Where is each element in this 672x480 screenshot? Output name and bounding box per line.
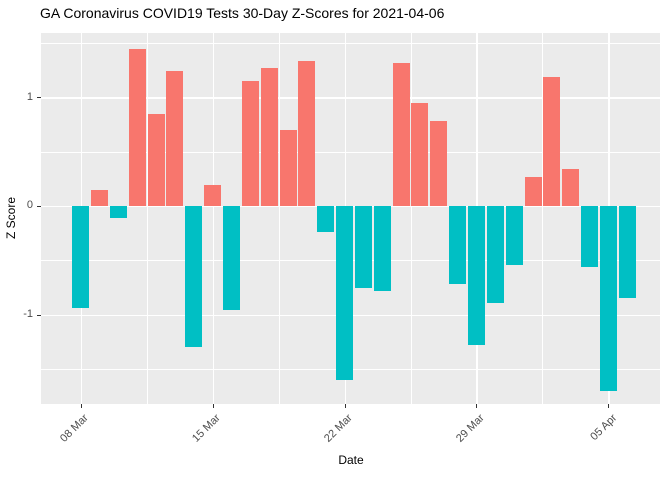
x-tick-mark bbox=[476, 404, 478, 408]
bar-02-apr bbox=[543, 76, 561, 206]
gridline-major-horizontal bbox=[41, 97, 660, 99]
bar-06-apr bbox=[618, 205, 636, 299]
bar-24-mar bbox=[373, 205, 391, 291]
gridline-minor-vertical bbox=[542, 33, 544, 404]
bar-18-mar bbox=[260, 67, 278, 206]
bar-21-mar bbox=[317, 205, 335, 233]
bar-30-mar bbox=[486, 205, 504, 303]
bar-05-apr bbox=[599, 205, 617, 391]
bar-22-mar bbox=[336, 205, 354, 381]
bar-20-mar bbox=[298, 61, 316, 206]
x-tick-mark bbox=[344, 404, 346, 408]
x-tick-mark bbox=[212, 404, 214, 408]
y-tick-label: 1 bbox=[26, 90, 33, 103]
x-tick-mark bbox=[608, 404, 610, 408]
bar-16-mar bbox=[222, 205, 240, 311]
bar-17-mar bbox=[241, 80, 259, 206]
bar-08-mar bbox=[72, 205, 90, 309]
bar-31-mar bbox=[505, 205, 523, 265]
bar-04-apr bbox=[581, 205, 599, 267]
bar-09-mar bbox=[91, 189, 109, 206]
gridline-minor-horizontal bbox=[41, 42, 660, 44]
bar-29-mar bbox=[467, 205, 485, 346]
y-tick-mark bbox=[37, 205, 41, 207]
bar-11-mar bbox=[128, 49, 146, 206]
gridline-minor-horizontal bbox=[41, 151, 660, 153]
y-tick-mark bbox=[37, 97, 41, 99]
bar-14-mar bbox=[185, 205, 203, 348]
x-tick-mark bbox=[80, 404, 82, 408]
bar-27-mar bbox=[430, 121, 448, 206]
bar-13-mar bbox=[166, 71, 184, 206]
bar-15-mar bbox=[204, 185, 222, 206]
gridline-minor-vertical bbox=[146, 33, 148, 404]
bar-28-mar bbox=[449, 205, 467, 285]
bar-12-mar bbox=[147, 113, 165, 206]
bar-01-apr bbox=[524, 176, 542, 206]
y-tick-label: -1 bbox=[23, 308, 33, 321]
gridline-minor-vertical bbox=[410, 33, 412, 404]
bar-23-mar bbox=[354, 205, 372, 288]
gridline-minor-vertical bbox=[278, 33, 280, 404]
bar-25-mar bbox=[392, 63, 410, 206]
page-title: GA Coronavirus COVID19 Tests 30-Day Z-Sc… bbox=[40, 5, 445, 21]
y-tick-mark bbox=[37, 314, 41, 316]
bar-03-apr bbox=[562, 168, 580, 206]
bar-26-mar bbox=[411, 102, 429, 206]
gridline-major-vertical bbox=[212, 33, 215, 404]
y-tick-label: 0 bbox=[26, 199, 33, 212]
bar-19-mar bbox=[279, 129, 297, 206]
bar-10-mar bbox=[109, 205, 127, 218]
plot-panel bbox=[41, 33, 660, 404]
